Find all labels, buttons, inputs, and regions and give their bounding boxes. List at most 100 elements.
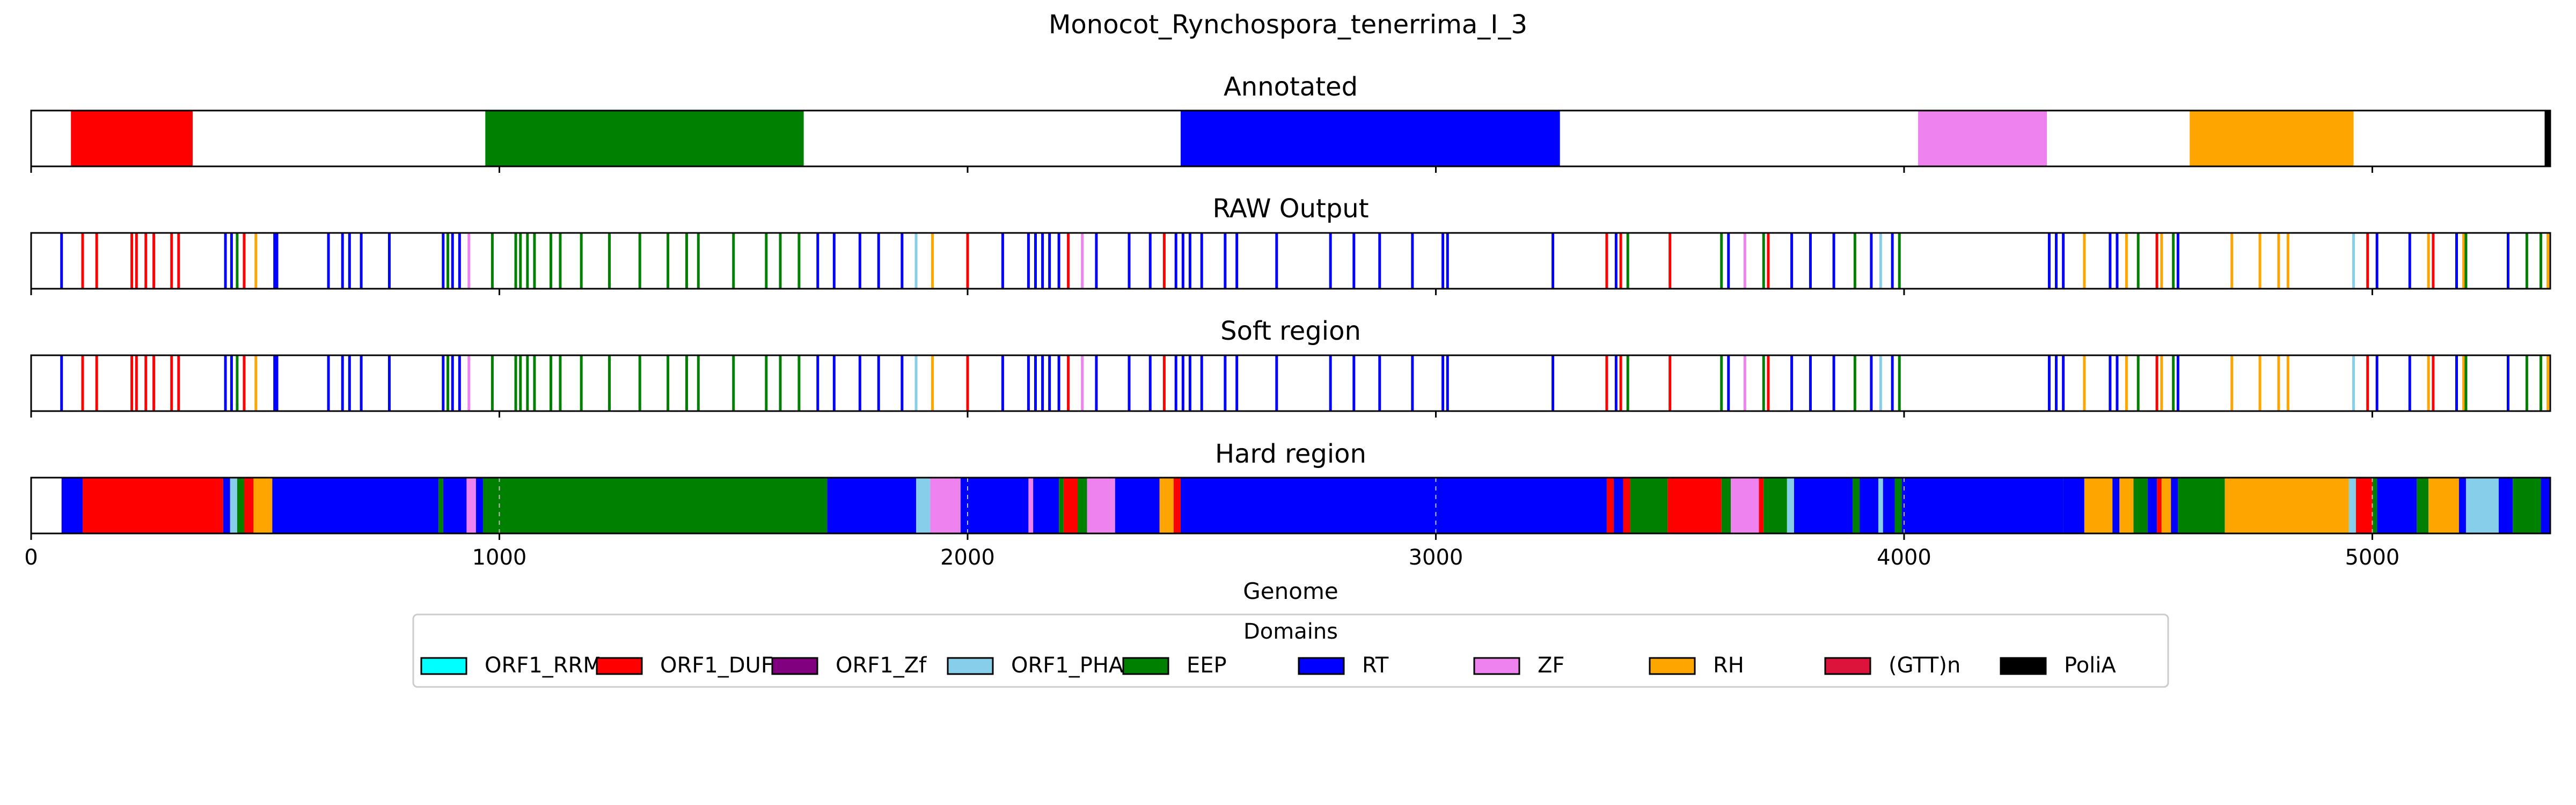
- hard-region-segment-rt-41: [1883, 478, 1895, 533]
- hard-region-segment-rh-54: [2224, 478, 2349, 533]
- hard-region-segment-eep-38: [1852, 478, 1860, 533]
- legend-frame: [412, 613, 2169, 688]
- hard-region-segment-rt-46: [2112, 478, 2120, 533]
- hard-region-segment-rt-13: [827, 478, 917, 533]
- legend-label-rt: RT: [1362, 653, 1389, 678]
- hard-region-segment-orf1duf-20: [1063, 478, 1078, 533]
- hard-region-segment-zf-17: [1028, 478, 1034, 533]
- hard-region-segment-zf-22: [1087, 478, 1115, 533]
- annotated-segment-orf1duf-0: [71, 111, 193, 166]
- hard-region-segment-rh-47: [2119, 478, 2134, 533]
- hard-region-segment-orf1duf-25: [1173, 478, 1181, 533]
- x-axis: 0 1000 2000 3000 4000 5000: [24, 545, 2399, 570]
- annotated-frame: [30, 109, 2551, 167]
- annotated-segment-polia-5: [2544, 111, 2550, 166]
- legend: Domains ORF1_RRM ORF1_DUF ORF1_Zf ORF1_PHA E…: [412, 613, 2169, 688]
- hard-region-segment-orf1duf-56: [2355, 478, 2373, 533]
- figure-title: Monocot_Rynchospora_tenerrima_I_3: [1049, 10, 1527, 40]
- panel-annotated: [30, 109, 2551, 173]
- hard-region-segment-rh-60: [2428, 478, 2459, 533]
- hard-region-segment-orf1duf-1: [82, 478, 223, 533]
- hard-region-segment-rt-9: [443, 478, 467, 533]
- hard-region-segment-rt-58: [2377, 478, 2417, 533]
- panel-title-annotated: Annotated: [1224, 72, 1358, 102]
- panel-hard-region: [30, 477, 2551, 540]
- x-axis-label: Genome: [1243, 578, 1338, 604]
- legend-title: Domains: [1243, 619, 1338, 644]
- hard-region-segment-orf1pha-36: [1787, 478, 1794, 533]
- hard-region-segment-eep-35: [1763, 478, 1787, 533]
- hard-region-segment-rt-28: [1614, 478, 1623, 533]
- hard-region-segment-eep-21: [1078, 478, 1087, 533]
- hard-region-segment-rh-24: [1159, 478, 1174, 533]
- hard-region-segment-eep-57: [2372, 478, 2377, 533]
- hard-region-segment-zf-33: [1731, 478, 1759, 533]
- legend-swatch-gttn: [1824, 657, 1871, 675]
- hard-region-segment-rt-39: [1860, 478, 1878, 533]
- hard-region-segment-eep-30: [1630, 478, 1668, 533]
- hard-region-segment-rt-0: [61, 478, 83, 533]
- legend-label-orf1rrm: ORF1_RRM: [485, 653, 602, 678]
- hard-region-segment-rt-49: [2147, 478, 2157, 533]
- hard-region-segment-rt-18: [1033, 478, 1059, 533]
- hard-region-segment-rt-2: [223, 478, 230, 533]
- hard-region-segment-eep-19: [1059, 478, 1064, 533]
- hard-region-segment-orf1pha-62: [2465, 478, 2499, 533]
- hard-region-segment-rh-45: [2084, 478, 2113, 533]
- panel-raw-output: [30, 232, 2551, 295]
- hard-region-segment-orf1pha-3: [230, 478, 237, 533]
- hard-region-segment-rt-23: [1115, 478, 1160, 533]
- hard-region-segment-rt-7: [272, 478, 439, 533]
- legend-swatch-rt: [1298, 657, 1345, 675]
- x-tick-label-5: 5000: [2345, 545, 2400, 570]
- legend-swatch-rh: [1649, 657, 1696, 675]
- legend-swatch-eep: [1122, 657, 1169, 675]
- hard-region-segment-eep-4: [237, 478, 244, 533]
- hard-region-segment-rt-61: [2458, 478, 2466, 533]
- legend-swatch-orf1rrm: [420, 657, 467, 675]
- hard-region-segment-eep-48: [2133, 478, 2148, 533]
- legend-label-eep: EEP: [1187, 653, 1227, 678]
- legend-label-rh: RH: [1713, 653, 1744, 678]
- legend-label-polia: PoliA: [2064, 653, 2116, 678]
- x-tick-label-2: 2000: [940, 545, 995, 570]
- x-tick-label-1: 1000: [472, 545, 527, 570]
- panel-soft-region: [30, 354, 2551, 418]
- hard-region-segment-eep-64: [2513, 478, 2541, 533]
- hard-region-segment-orf1duf-31: [1667, 478, 1722, 533]
- hard-region-segment-orf1pha-40: [1878, 478, 1883, 533]
- hard-region-segment-eep-53: [2178, 478, 2225, 533]
- hard-region-segment-orf1duf-5: [244, 478, 254, 533]
- legend-label-gttn: (GTT)n: [1889, 653, 1960, 678]
- legend-swatch-polia: [2000, 657, 2047, 675]
- hard-region-segment-eep-12: [482, 478, 828, 533]
- legend-label-orf1pha: ORF1_PHA: [1011, 653, 1124, 678]
- hard-region-segment-orf1duf-50: [2157, 478, 2162, 533]
- legend-entries: ORF1_RRM ORF1_DUF ORF1_Zf ORF1_PHA EEP RT ZF RH…: [420, 653, 2116, 678]
- hard-region-segment-rt-11: [475, 478, 483, 533]
- hard-region-segment-eep-42: [1894, 478, 1902, 533]
- hard-region-segment-rh-6: [253, 478, 273, 533]
- hard-region-segment-rt-63: [2499, 478, 2513, 533]
- hard-region-segment-orf1pha-14: [916, 478, 931, 533]
- hard-region-segment-orf1duf-27: [1606, 478, 1614, 533]
- legend-swatch-orf1duf: [596, 657, 643, 675]
- legend-label-zf: ZF: [1538, 653, 1564, 678]
- hard-region-segment-rt-44: [2063, 478, 2084, 533]
- panel-title-raw-output: RAW Output: [1212, 194, 1368, 224]
- hard-region-segment-rt-52: [2171, 478, 2178, 533]
- hard-region-segment-orf1pha-55: [2348, 478, 2356, 533]
- hard-region-segment-zf-10: [466, 478, 476, 533]
- hard-region-segment-orf1duf-29: [1623, 478, 1630, 533]
- hard-region-segment-rt-16: [960, 478, 1029, 533]
- hard-region-segment-rh-51: [2161, 478, 2171, 533]
- x-tick-label-3: 3000: [1409, 545, 1463, 570]
- annotated-segment-rt-2: [1180, 111, 1560, 166]
- hard-region-segment-eep-59: [2417, 478, 2429, 533]
- hard-region-segment-eep-8: [438, 478, 443, 533]
- hard-region-segment-rt-37: [1794, 478, 1853, 533]
- legend-label-orf1duf: ORF1_DUF: [660, 653, 773, 678]
- hard-region-segment-eep-32: [1721, 478, 1731, 533]
- annotated-segment-rh-4: [2190, 111, 2354, 166]
